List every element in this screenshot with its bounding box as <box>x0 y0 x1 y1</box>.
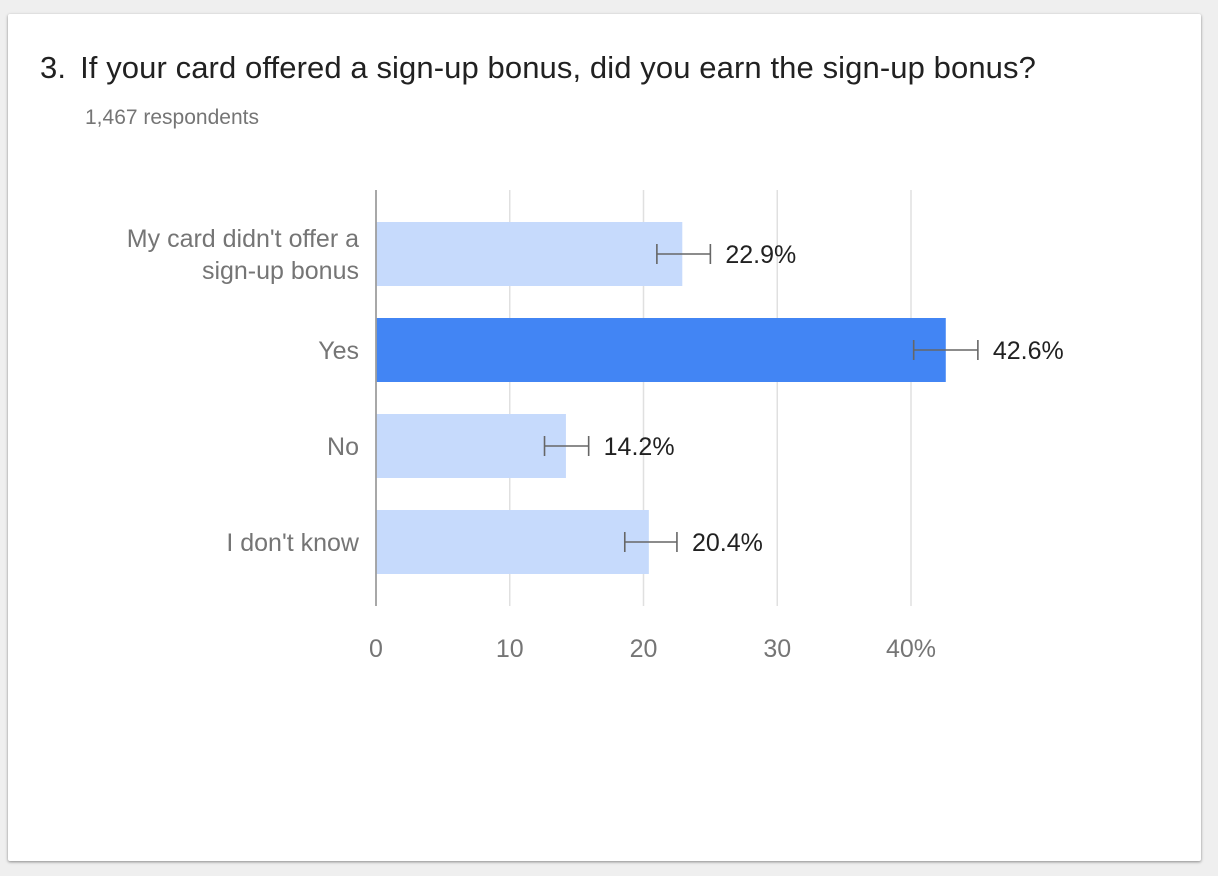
x-tick-label-40: 40% <box>886 635 936 663</box>
category-label-1: Yes <box>318 337 359 365</box>
bar-3 <box>376 510 649 574</box>
category-label-line-0-1: sign-up bonus <box>202 257 359 285</box>
error-bar-0 <box>656 244 712 264</box>
question-text: If your card offered a sign-up bonus, di… <box>80 50 1036 85</box>
category-label-0: My card didn't offer a sign-up bonus <box>127 225 359 285</box>
bar-0 <box>376 222 683 286</box>
respondent-count: 1,467 respondents <box>85 106 259 129</box>
category-label-line-3-0: I don't know <box>226 529 360 557</box>
value-label-2: 14.2% <box>604 433 675 461</box>
value-label-3: 20.4% <box>692 529 763 557</box>
bars <box>376 222 979 574</box>
category-label-line-1-0: Yes <box>318 337 359 365</box>
bar-chart: 0 10 20 30 40% 22.9% My card didn't offer a sig… <box>127 190 1064 663</box>
error-bar-3 <box>623 532 678 552</box>
x-tick-label-30: 30 <box>763 635 791 663</box>
x-tick-label-10: 10 <box>496 635 524 663</box>
category-label-3: I don't know <box>226 529 360 557</box>
value-label-1: 42.6% <box>993 337 1064 365</box>
category-label-2: No <box>327 433 359 461</box>
error-bar-1 <box>912 340 979 360</box>
x-tick-label-0: 0 <box>369 635 383 663</box>
question-number: 3. <box>40 50 67 85</box>
question-title: 3. If your card offered a sign-up bonus, … <box>40 50 1036 86</box>
category-label-line-0-0: My card didn't offer a <box>127 225 359 253</box>
question-card: 3. If your card offered a sign-up bonus, … <box>8 14 1201 861</box>
error-bar-2 <box>543 436 590 456</box>
bar-1 <box>376 318 946 382</box>
category-label-line-2-0: No <box>327 433 359 461</box>
value-label-0: 22.9% <box>725 241 796 269</box>
x-tick-label-20: 20 <box>630 635 658 663</box>
labels: 0 10 20 30 40% 22.9% My card didn't offer a sig… <box>127 225 1064 663</box>
bar-2 <box>376 414 566 478</box>
